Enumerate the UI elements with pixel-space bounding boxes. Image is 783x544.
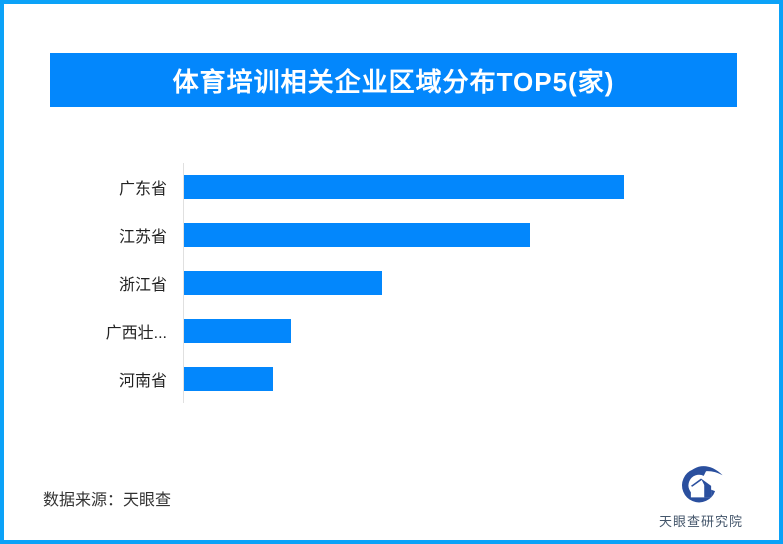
category-label: 广西壮...	[105, 325, 167, 342]
tianyancha-logo-icon	[682, 466, 723, 503]
bar	[184, 367, 273, 391]
category-labels: 广东省 江苏省 浙江省 广西壮... 河南省	[44, 163, 183, 403]
title-banner: 体育培训相关企业区域分布TOP5(家)	[50, 53, 737, 107]
bar	[184, 271, 382, 295]
bar	[184, 319, 291, 343]
axis-line	[183, 163, 744, 403]
logo-text: 天眼查研究院	[659, 514, 744, 529]
bar	[184, 175, 624, 199]
data-source-label: 数据来源：天眼查	[43, 492, 172, 509]
category-label: 江苏省	[118, 229, 167, 246]
page-title: 体育培训相关企业区域分布TOP5(家)	[172, 66, 615, 97]
bar-row	[184, 211, 744, 259]
category-label: 河南省	[118, 373, 167, 390]
category-label: 广东省	[118, 181, 167, 198]
bar	[184, 223, 530, 247]
bar-chart: 广东省 江苏省 浙江省 广西壮... 河南省	[44, 163, 744, 403]
tianyancha-research-logo: 天眼查研究院	[659, 461, 744, 530]
category-label: 浙江省	[118, 277, 167, 294]
bar-row	[184, 163, 744, 211]
bar-row	[184, 307, 744, 355]
bar-row	[184, 259, 744, 307]
bar-row	[184, 355, 744, 403]
